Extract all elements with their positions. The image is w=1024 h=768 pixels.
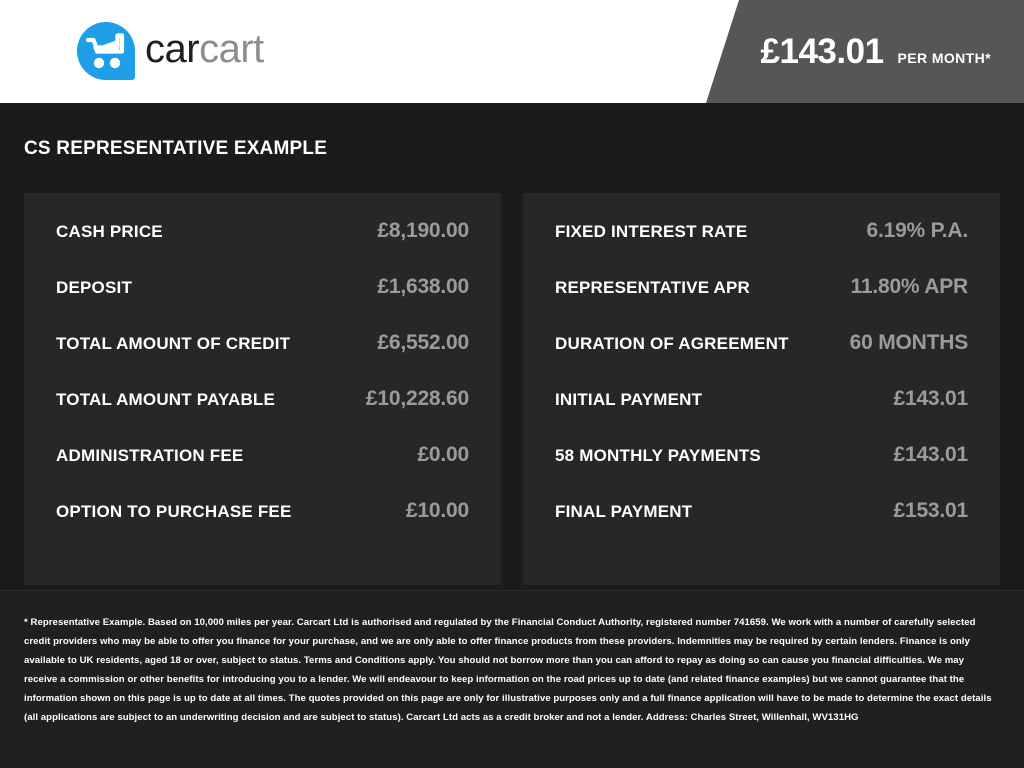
finance-row: DEPOSIT £1,638.00 [56,275,469,331]
finance-row: FIXED INTEREST RATE 6.19% P.A. [555,219,968,275]
finance-row-value: £10.00 [405,499,469,522]
finance-panel-left: CASH PRICE £8,190.00 DEPOSIT £1,638.00 TOTAL… [24,193,501,585]
disclaimer-text: * Representative Example. Based on 10,00… [24,617,992,723]
finance-row-label: CASH PRICE [56,222,163,241]
logo-wordmark-cart: cart [199,26,264,71]
finance-row-value: 6.19% P.A. [866,219,968,242]
finance-row: 58 MONTHLY PAYMENTS £143.01 [555,443,968,499]
page-footer: * Representative Example. Based on 10,00… [0,590,1024,768]
finance-row-label: DURATION OF AGREEMENT [555,334,789,353]
logo-wordmark: carcart [145,29,264,74]
finance-row-label: TOTAL AMOUNT PAYABLE [56,390,276,409]
finance-row-value: £10,228.60 [365,387,469,410]
finance-row: TOTAL AMOUNT OF CREDIT £6,552.00 [56,331,469,387]
main-content: CS REPRESENTATIVE EXAMPLE CASH PRICE £8,1… [0,103,1024,590]
finance-row-label: FINAL PAYMENT [555,502,693,521]
carcart-logo[interactable]: carcart [77,22,264,80]
finance-row-label: FIXED INTEREST RATE [555,222,748,241]
finance-row-label: REPRESENTATIVE APR [555,278,751,297]
finance-row-value: 60 MONTHS [849,331,969,354]
finance-row-value: £8,190.00 [377,219,469,242]
finance-row-label: TOTAL AMOUNT OF CREDIT [56,334,291,353]
finance-details-panels: CASH PRICE £8,190.00 DEPOSIT £1,638.00 TOTAL… [24,193,1000,585]
page-header: carcart £143.01 PER MONTH* [0,0,1024,103]
finance-row-value: £1,638.00 [377,275,469,298]
finance-row: CASH PRICE £8,190.00 [56,219,469,275]
finance-row-value: £6,552.00 [377,331,469,354]
finance-row-value: £143.01 [893,443,968,466]
finance-row-label: OPTION TO PURCHASE FEE [56,502,292,521]
finance-row-value: £153.01 [893,499,968,522]
finance-row: FINAL PAYMENT £153.01 [555,499,968,555]
price-amount: £143.01 [760,32,885,71]
page-title: CS REPRESENTATIVE EXAMPLE [24,138,328,159]
finance-row: ADMINISTRATION FEE £0.00 [56,443,469,499]
price-period-label: PER MONTH* [897,50,991,66]
finance-row-label: INITIAL PAYMENT [555,390,703,409]
finance-row-label: ADMINISTRATION FEE [56,446,244,465]
monthly-price: £143.01 PER MONTH* [761,34,991,69]
finance-panel-right: FIXED INTEREST RATE 6.19% P.A. REPRESENTAT… [523,193,1000,585]
finance-row: OPTION TO PURCHASE FEE £10.00 [56,499,469,555]
finance-row-value: 11.80% APR [850,275,969,298]
finance-row-label: DEPOSIT [56,278,133,297]
finance-row: INITIAL PAYMENT £143.01 [555,387,968,443]
shopping-cart-pin-icon [77,22,135,80]
logo-wordmark-car: car [145,26,200,71]
finance-row-label: 58 MONTHLY PAYMENTS [555,446,761,465]
price-banner-shape [706,0,1024,103]
finance-row-value: £0.00 [417,443,469,466]
finance-row-value: £143.01 [893,387,968,410]
finance-row: DURATION OF AGREEMENT 60 MONTHS [555,331,968,387]
finance-row: REPRESENTATIVE APR 11.80% APR [555,275,968,331]
finance-row: TOTAL AMOUNT PAYABLE £10,228.60 [56,387,469,443]
